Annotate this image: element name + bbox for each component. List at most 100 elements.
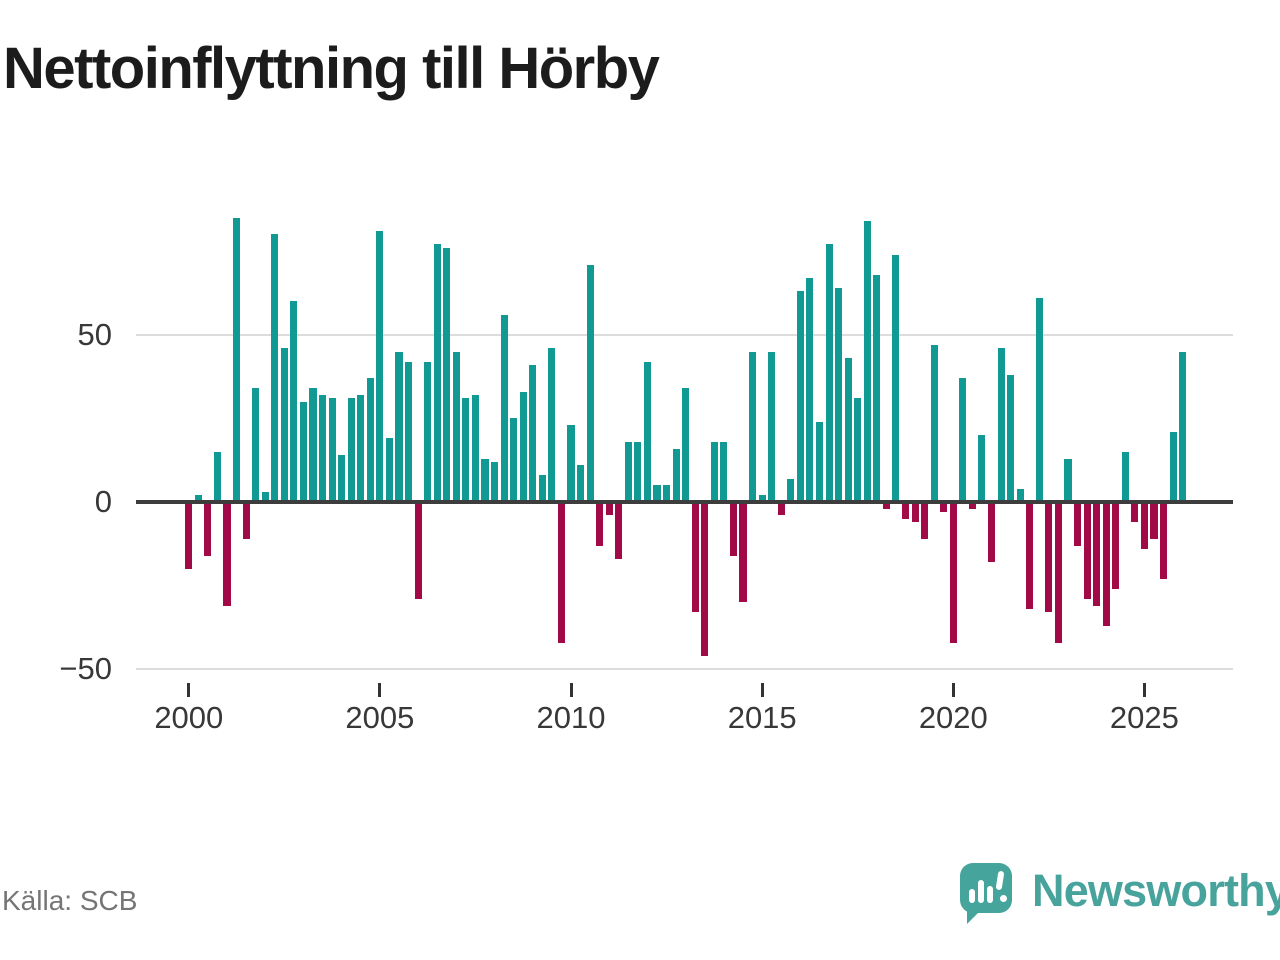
bar bbox=[1093, 502, 1101, 606]
bar bbox=[242, 502, 250, 539]
bar bbox=[997, 348, 1005, 502]
bar bbox=[433, 244, 441, 502]
bar bbox=[1016, 488, 1024, 502]
gridline--50 bbox=[136, 668, 1233, 671]
bar bbox=[519, 391, 527, 502]
bar bbox=[471, 395, 480, 502]
bar bbox=[787, 478, 795, 502]
x-axis-tick bbox=[1142, 683, 1146, 697]
bar bbox=[720, 441, 728, 502]
speech-bubble-shape bbox=[960, 863, 1012, 913]
bar bbox=[940, 502, 948, 512]
bar bbox=[481, 458, 489, 502]
bar bbox=[338, 455, 346, 502]
bar bbox=[710, 441, 718, 502]
y-axis-tick-label: −50 bbox=[59, 651, 112, 687]
bar bbox=[538, 475, 546, 502]
chart-title: Nettoinflyttning till Hörby bbox=[3, 36, 660, 101]
bar bbox=[261, 492, 269, 502]
bar bbox=[949, 502, 957, 643]
bar bbox=[863, 221, 871, 502]
bar bbox=[691, 502, 699, 613]
bar bbox=[252, 388, 260, 502]
bar bbox=[968, 502, 976, 509]
bar bbox=[768, 351, 776, 502]
bar bbox=[739, 502, 747, 603]
bar bbox=[376, 231, 384, 502]
bar bbox=[653, 485, 661, 502]
bar bbox=[500, 314, 508, 502]
bar bbox=[1102, 502, 1110, 626]
newsworthy-brand-link[interactable]: Newsworthy bbox=[960, 863, 1280, 933]
bar bbox=[424, 361, 432, 502]
bar bbox=[328, 398, 336, 502]
bar bbox=[213, 451, 222, 502]
bar bbox=[873, 274, 881, 502]
x-axis-tick-label: 2000 bbox=[154, 700, 224, 735]
bar bbox=[615, 502, 623, 559]
bar bbox=[1045, 502, 1053, 613]
bar bbox=[319, 395, 327, 502]
bar bbox=[1026, 502, 1034, 609]
bar bbox=[491, 461, 499, 502]
bar bbox=[1064, 458, 1072, 502]
gridline-50 bbox=[136, 333, 1233, 336]
bar bbox=[1054, 502, 1062, 643]
bar bbox=[844, 358, 852, 502]
x-axis-tick-label: 2005 bbox=[345, 700, 415, 735]
bar bbox=[1179, 351, 1187, 502]
y-axis-tick-label: 0 bbox=[94, 484, 112, 519]
bar bbox=[682, 388, 690, 502]
bar bbox=[854, 398, 862, 502]
bar bbox=[1007, 374, 1015, 502]
speech-bubble-tail bbox=[967, 907, 984, 924]
bar bbox=[548, 348, 556, 502]
x-axis-tick bbox=[760, 683, 764, 697]
y-axis-tick-label: 50 bbox=[77, 316, 112, 352]
bar bbox=[959, 378, 967, 502]
logo-mini-bar bbox=[978, 880, 984, 903]
plot-area: 2000 2005 2010 2015 2020 2025 50 0 −50 bbox=[0, 150, 1280, 750]
bar bbox=[299, 401, 308, 502]
source-credit: Källa: SCB bbox=[2, 885, 138, 916]
x-axis-tick-label: 2015 bbox=[727, 700, 797, 735]
bar bbox=[758, 495, 766, 502]
bar bbox=[452, 351, 460, 502]
bar bbox=[280, 348, 288, 502]
bar bbox=[443, 247, 451, 502]
logo-mini-bar bbox=[987, 886, 993, 903]
bar bbox=[624, 441, 632, 502]
bar bbox=[462, 398, 470, 502]
bar bbox=[1035, 298, 1043, 502]
bar bbox=[204, 502, 212, 556]
bar bbox=[366, 378, 374, 502]
bar bbox=[911, 502, 919, 523]
bar bbox=[385, 438, 394, 502]
newsworthy-logo-icon bbox=[960, 863, 1012, 927]
bar bbox=[777, 502, 785, 516]
x-axis-tick bbox=[951, 683, 955, 697]
bar bbox=[510, 418, 518, 502]
bar bbox=[987, 502, 996, 563]
bar bbox=[921, 502, 929, 539]
bar bbox=[1121, 451, 1129, 502]
bar bbox=[1083, 502, 1091, 599]
bar bbox=[1131, 502, 1139, 523]
bar bbox=[882, 502, 890, 509]
bar bbox=[347, 398, 355, 502]
bar bbox=[395, 351, 403, 502]
bar bbox=[596, 502, 604, 546]
bar bbox=[835, 287, 843, 502]
bar bbox=[1169, 431, 1177, 502]
bar bbox=[1073, 502, 1082, 546]
bar bbox=[529, 364, 537, 502]
bar bbox=[233, 217, 241, 502]
bar bbox=[405, 361, 413, 502]
bar bbox=[672, 448, 680, 502]
bar bbox=[185, 502, 193, 569]
bar bbox=[663, 485, 671, 502]
bar bbox=[930, 344, 938, 502]
x-axis-tick-label: 2010 bbox=[536, 700, 606, 735]
bar bbox=[223, 502, 231, 606]
x-axis-tick-label: 2025 bbox=[1109, 700, 1179, 735]
